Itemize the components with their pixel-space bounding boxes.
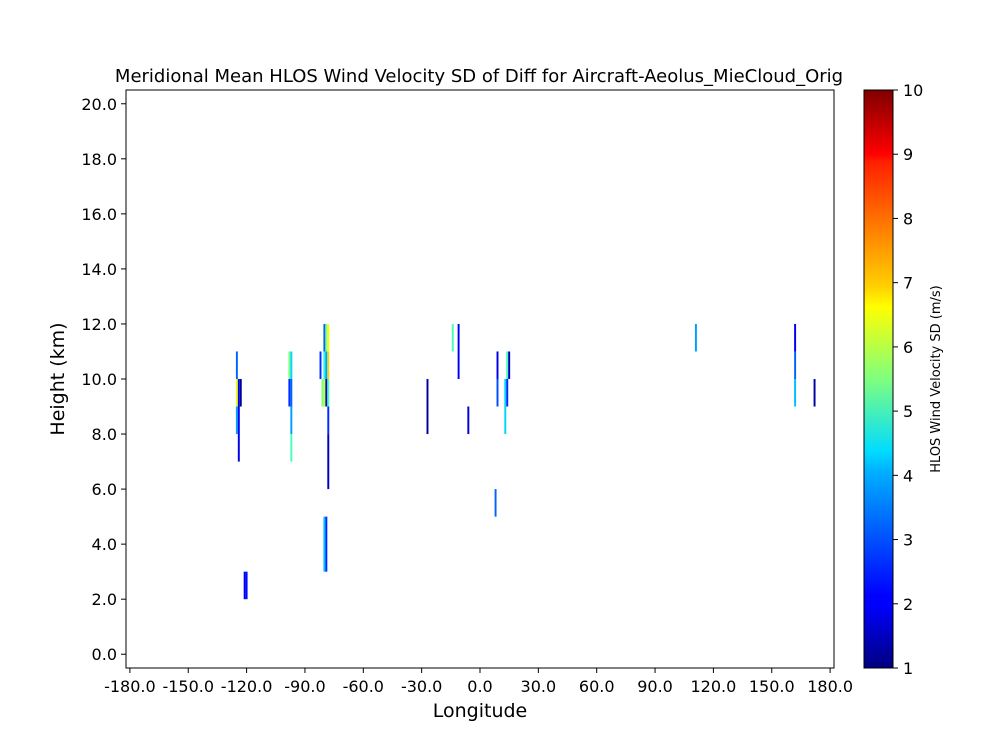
- colorbar-tick-label: 1: [903, 659, 913, 678]
- y-tick-label: 8.0: [92, 425, 117, 444]
- x-axis-ticks: -180.0 -150.0 -120.0 -90.0 -60.0 -30.0 0.0 30.0…: [104, 668, 853, 696]
- data-cell: [694, 323, 697, 352]
- data-cell: [794, 379, 797, 407]
- x-tick-label: 60.0: [579, 677, 615, 696]
- colorbar-tick-label: 8: [903, 209, 913, 228]
- y-tick-label: 4.0: [92, 535, 117, 554]
- data-cell: [327, 351, 330, 379]
- data-cell: [245, 571, 248, 600]
- x-tick-label: 0.0: [467, 677, 492, 696]
- x-axis-label: Longitude: [433, 700, 528, 722]
- data-cell: [237, 379, 240, 462]
- y-tick-label: 2.0: [92, 590, 117, 609]
- data-cells: [235, 323, 816, 600]
- data-cell: [239, 379, 242, 407]
- data-cell: [325, 323, 328, 352]
- data-cell: [290, 406, 293, 435]
- colorbar-label: HLOS Wind Velocity SD (m/s): [929, 285, 944, 472]
- data-cell: [323, 323, 326, 352]
- y-tick-label: 6.0: [92, 480, 117, 499]
- data-cell: [290, 434, 293, 462]
- data-cell: [451, 323, 454, 352]
- x-tick-label: -150.0: [162, 677, 214, 696]
- y-tick-label: 18.0: [81, 150, 117, 169]
- data-cell: [323, 351, 326, 379]
- colorbar: [863, 89, 894, 669]
- x-tick-label: -90.0: [284, 677, 325, 696]
- data-cell: [321, 379, 324, 407]
- colorbar-ticks: 1 2 3 4 5 6 7 8 9 10: [893, 81, 923, 678]
- x-tick-label: 90.0: [637, 677, 673, 696]
- data-cell: [323, 516, 326, 572]
- data-cell: [496, 351, 499, 379]
- data-cell: [325, 379, 328, 407]
- x-tick-label: 150.0: [749, 677, 795, 696]
- y-axis-ticks: 0.0 2.0 4.0 6.0 8.0 10.0 12.0 14.0 16.0 18.0 20.0: [81, 95, 126, 664]
- data-cell: [794, 323, 797, 352]
- chart-title: Meridional Mean HLOS Wind Velocity SD of…: [115, 66, 843, 87]
- y-tick-label: 16.0: [81, 205, 117, 224]
- y-tick-label: 0.0: [92, 645, 117, 664]
- y-tick-label: 20.0: [81, 95, 117, 114]
- data-cell: [290, 351, 293, 379]
- data-cell: [504, 379, 507, 435]
- data-cell: [813, 379, 816, 407]
- data-cell: [426, 379, 429, 435]
- data-cell: [323, 379, 326, 407]
- data-cell: [327, 406, 330, 435]
- data-cell: [457, 323, 460, 379]
- colorbar-tick-label: 2: [903, 595, 913, 614]
- data-cell: [325, 351, 328, 379]
- data-cell: [290, 379, 293, 407]
- plot-area: [126, 90, 834, 668]
- x-tick-label: 30.0: [521, 677, 557, 696]
- colorbar-tick-label: 5: [903, 402, 913, 421]
- data-cell: [243, 571, 246, 600]
- data-cell: [496, 379, 499, 407]
- data-cell: [235, 351, 238, 379]
- colorbar-tick-label: 7: [903, 274, 913, 293]
- x-tick-label: -60.0: [343, 677, 384, 696]
- y-tick-label: 14.0: [81, 260, 117, 279]
- y-axis-label: Height (km): [47, 322, 69, 435]
- data-cell: [327, 434, 330, 490]
- colorbar-tick-label: 9: [903, 145, 913, 164]
- data-cell: [794, 351, 797, 379]
- data-cell: [506, 379, 509, 407]
- data-cell: [327, 323, 330, 352]
- data-cell: [235, 379, 238, 407]
- data-cell: [506, 351, 509, 379]
- data-cell: [327, 379, 330, 407]
- data-cell: [325, 516, 328, 572]
- x-tick-label: -120.0: [221, 677, 273, 696]
- colorbar-tick-label: 6: [903, 338, 913, 357]
- data-cell: [288, 351, 291, 379]
- colorbar-tick-label: 3: [903, 531, 913, 550]
- x-tick-label: -180.0: [104, 677, 156, 696]
- data-cell: [235, 406, 238, 435]
- data-cell: [319, 351, 322, 379]
- data-cell: [467, 406, 470, 435]
- x-tick-label: 120.0: [691, 677, 737, 696]
- data-cell: [508, 351, 511, 379]
- colorbar-tick-label: 10: [903, 81, 923, 100]
- y-tick-label: 10.0: [81, 370, 117, 389]
- x-tick-label: -30.0: [401, 677, 442, 696]
- colorbar-tick-label: 4: [903, 466, 913, 485]
- y-tick-label: 12.0: [81, 315, 117, 334]
- data-cell: [494, 489, 497, 517]
- x-tick-label: 180.0: [807, 677, 853, 696]
- data-cell: [288, 379, 291, 407]
